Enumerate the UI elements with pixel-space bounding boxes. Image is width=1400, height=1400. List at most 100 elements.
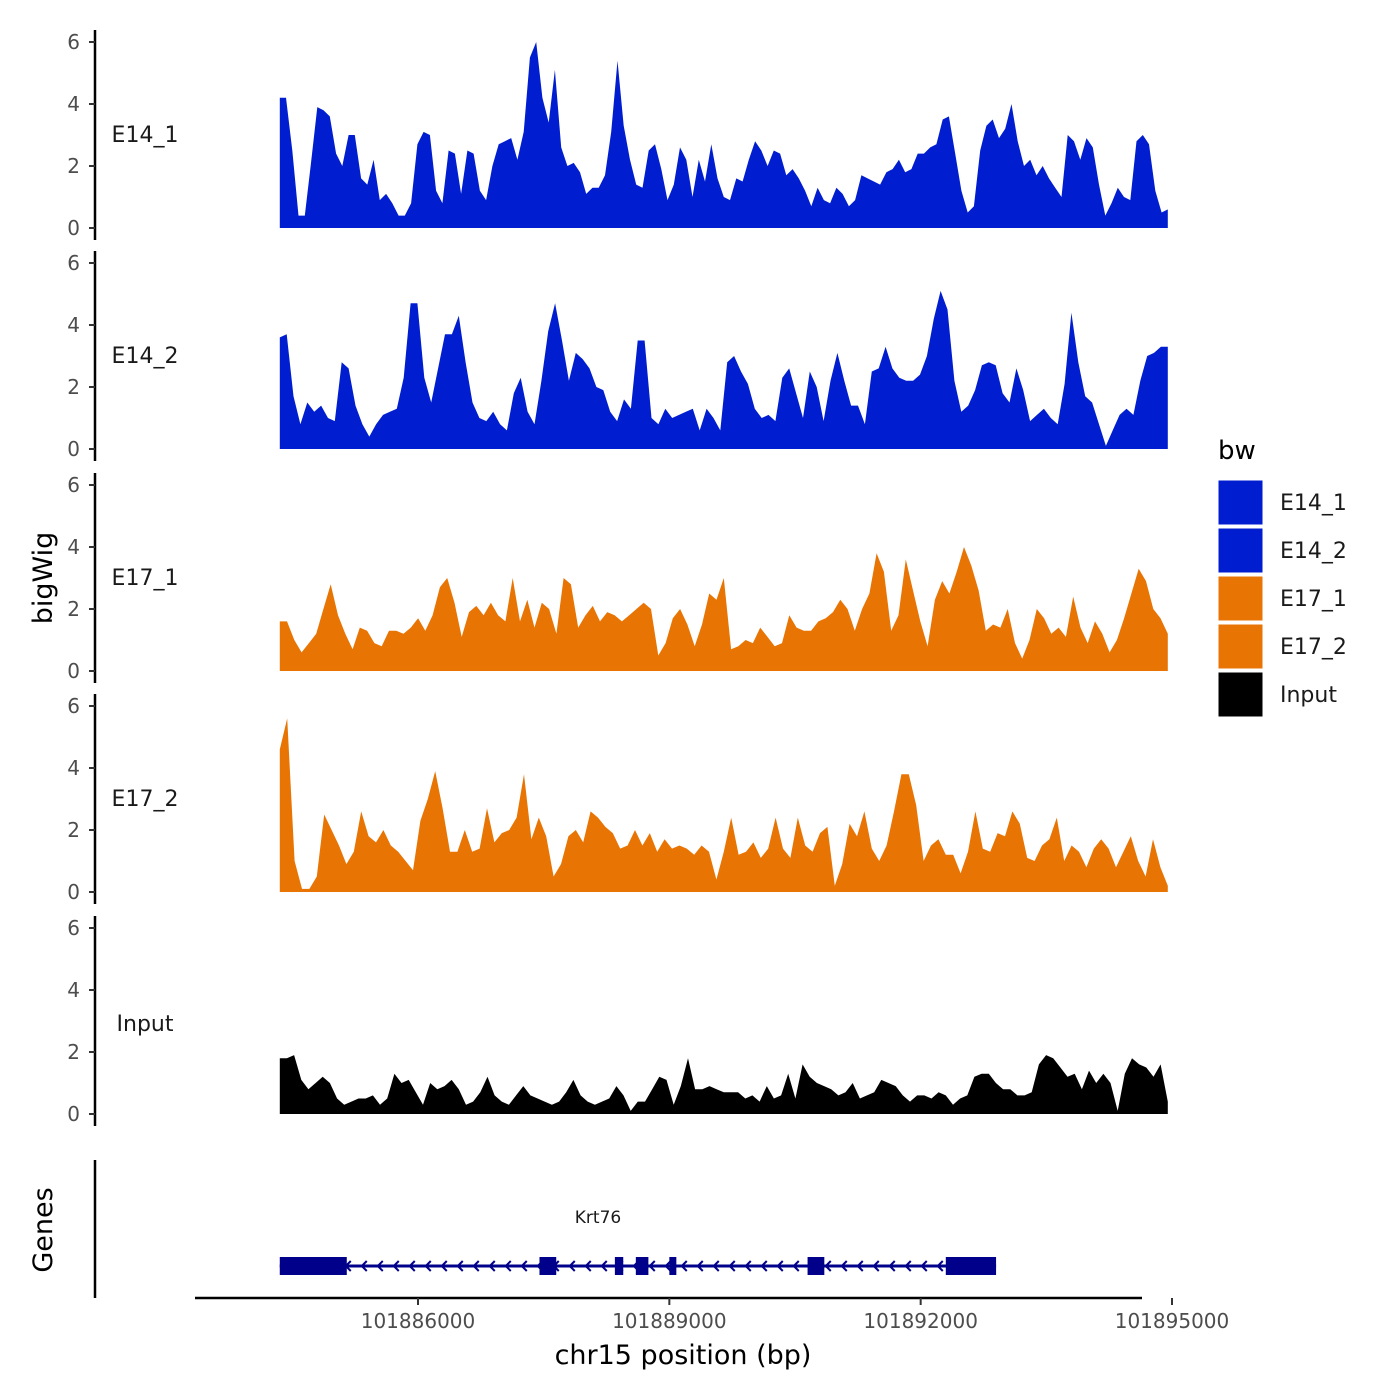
strand-arrow <box>568 1260 576 1272</box>
strand-arrow <box>920 1260 928 1272</box>
strand-arrow <box>872 1260 880 1272</box>
y-tick-label: 0 <box>67 880 80 904</box>
legend-swatch <box>1217 671 1264 718</box>
signal-area <box>279 290 1168 449</box>
y-tick-label: 2 <box>67 818 80 842</box>
legend-item: E14_2 <box>1217 527 1347 574</box>
strand-arrow <box>520 1260 528 1272</box>
strand-arrow <box>456 1260 464 1272</box>
legend-label: Input <box>1280 683 1337 708</box>
legend-label: E14_2 <box>1280 539 1347 564</box>
strand-arrow <box>904 1260 912 1272</box>
legend-label: E17_1 <box>1280 587 1347 612</box>
strand-arrow <box>408 1260 416 1272</box>
signal-area <box>279 547 1168 671</box>
y-tick-label: 6 <box>67 694 80 718</box>
y-tick-label: 6 <box>67 251 80 275</box>
track-label: E17_1 <box>112 566 179 591</box>
track-e14-2: 0 2 4 6 E14_2 <box>67 251 1168 461</box>
strand-arrow <box>360 1260 368 1272</box>
strand-arrow <box>888 1260 896 1272</box>
y-tick-label: 2 <box>67 154 80 178</box>
y-tick-label: 6 <box>67 916 80 940</box>
signal-area <box>279 718 1168 892</box>
track-e14-1: 0 2 4 6 E14_1 <box>67 30 1168 240</box>
y-tick-label: 2 <box>67 1040 80 1064</box>
gene-name-label: Krt76 <box>575 1208 621 1228</box>
strand-arrow <box>664 1260 672 1272</box>
track-label: Input <box>117 1012 174 1037</box>
strand-arrow <box>392 1260 400 1272</box>
strand-arrow <box>936 1260 944 1272</box>
strand-arrow <box>472 1260 480 1272</box>
y-tick-label: 4 <box>67 313 80 337</box>
strand-arrow <box>728 1260 736 1272</box>
y-tick-label: 0 <box>67 437 80 461</box>
exon <box>279 1257 347 1275</box>
y-tick-label: 4 <box>67 978 80 1002</box>
y-axis-title: bigWig <box>28 532 59 625</box>
track-e17-2: 0 2 4 6 E17_2 <box>67 694 1168 904</box>
y-tick-label: 6 <box>67 30 80 54</box>
legend-swatch <box>1217 623 1264 670</box>
signal-tracks: 0 2 4 6 E14_1 0 2 4 6 E14_2 0 2 4 6 E17_1 0 2 4 6 E17_2 0 2 4 6… <box>67 30 1168 1126</box>
x-axis-title: chr15 position (bp) <box>555 1340 812 1371</box>
x-tick-label: 101889000 <box>612 1309 727 1333</box>
strand-arrow <box>712 1260 720 1272</box>
y-tick-label: 4 <box>67 535 80 559</box>
strand-arrow <box>600 1260 608 1272</box>
track-label: E17_2 <box>112 787 179 812</box>
x-tick-label: 101886000 <box>361 1309 476 1333</box>
legend-label: E14_1 <box>1280 491 1347 516</box>
strand-arrow <box>792 1260 800 1272</box>
genes-track: Krt76 <box>93 1160 997 1298</box>
strand-arrow <box>840 1260 848 1272</box>
legend-title: bw <box>1218 436 1256 466</box>
signal-area <box>279 1055 1168 1114</box>
y-tick-label: 0 <box>67 216 80 240</box>
track-label: E14_2 <box>112 344 179 369</box>
gene-model: Krt76 <box>279 1208 997 1275</box>
legend-swatch <box>1217 575 1264 622</box>
legend-swatch <box>1217 479 1264 526</box>
strand-arrow <box>824 1260 832 1272</box>
x-axis: 101886000 101889000 101892000 101895000 <box>195 1296 1230 1333</box>
exon <box>635 1257 649 1275</box>
strand-arrow <box>584 1260 592 1272</box>
legend-item: E14_1 <box>1217 479 1347 526</box>
track-label: E14_1 <box>112 123 179 148</box>
exon <box>807 1257 825 1275</box>
legend-swatch <box>1217 527 1264 574</box>
strand-arrow <box>488 1260 496 1272</box>
y-tick-label: 4 <box>67 756 80 780</box>
strand-arrow <box>776 1260 784 1272</box>
exon <box>614 1257 624 1275</box>
strand-arrow <box>376 1260 384 1272</box>
genes-axis-title: Genes <box>28 1187 59 1272</box>
y-tick-label: 2 <box>67 597 80 621</box>
y-tick-label: 6 <box>67 473 80 497</box>
strand-arrow <box>504 1260 512 1272</box>
strand-arrow <box>680 1260 688 1272</box>
strand-arrow <box>424 1260 432 1272</box>
exon <box>945 1257 997 1275</box>
track-input: 0 2 4 6 Input <box>67 916 1168 1126</box>
exon <box>669 1257 677 1275</box>
legend-item: E17_1 <box>1217 575 1347 622</box>
legend-item: Input <box>1217 671 1337 718</box>
y-tick-label: 2 <box>67 375 80 399</box>
strand-arrow <box>760 1260 768 1272</box>
legend: bw E14_1 E14_2 E17_1 E17_2 Input <box>1217 436 1347 718</box>
legend-item: E17_2 <box>1217 623 1347 670</box>
y-tick-label: 4 <box>67 92 80 116</box>
strand-arrow <box>440 1260 448 1272</box>
signal-area <box>279 42 1168 228</box>
x-tick-label: 101895000 <box>1115 1309 1230 1333</box>
strand-arrow <box>648 1260 656 1272</box>
y-tick-label: 0 <box>67 659 80 683</box>
strand-arrow <box>696 1260 704 1272</box>
strand-arrow <box>856 1260 864 1272</box>
y-tick-label: 0 <box>67 1102 80 1126</box>
x-tick-label: 101892000 <box>863 1309 978 1333</box>
